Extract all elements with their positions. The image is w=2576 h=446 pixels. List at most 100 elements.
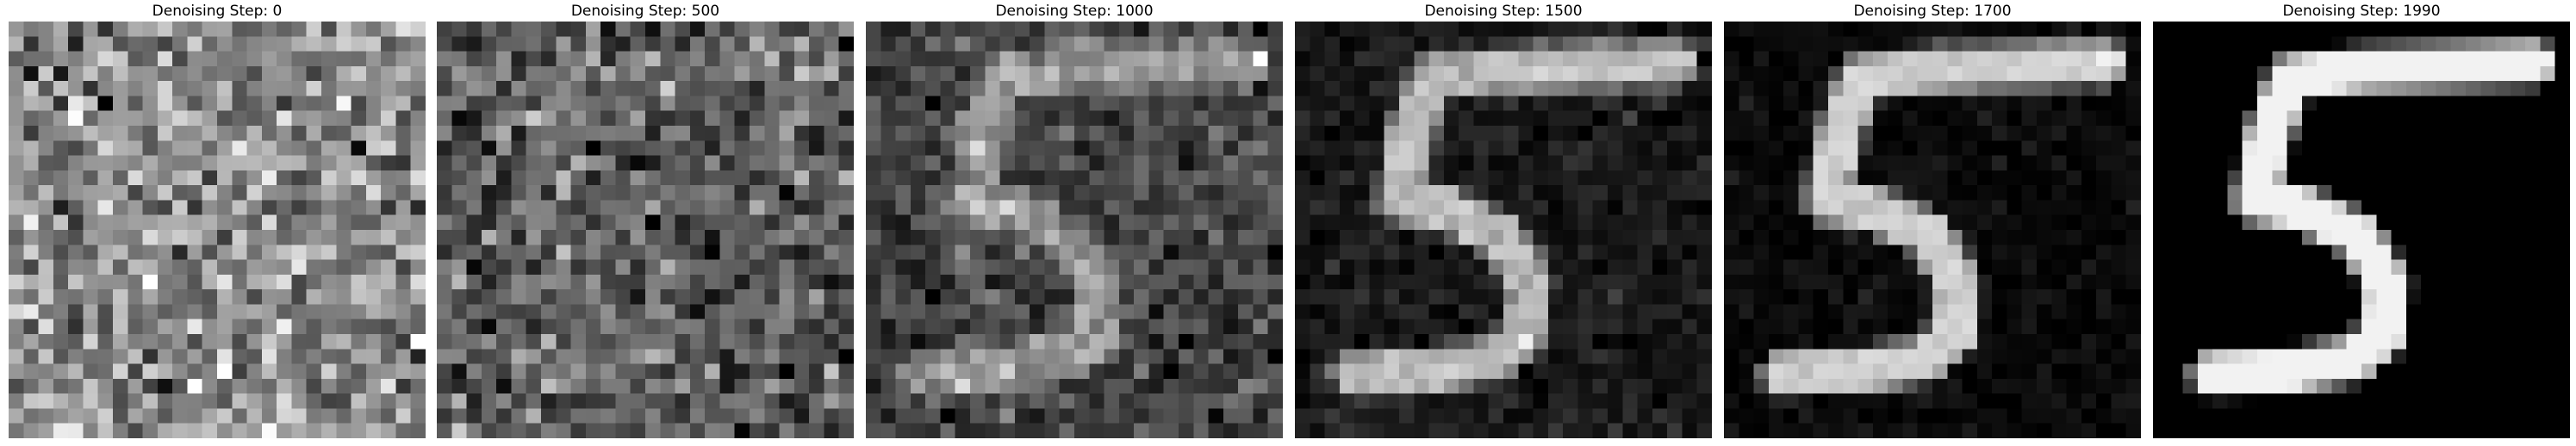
pixel (838, 110, 854, 127)
pixel (1533, 378, 1549, 394)
pixel (1473, 408, 1490, 424)
pixel (2096, 289, 2112, 305)
pixel (1917, 170, 1933, 186)
pixel (2007, 349, 2023, 364)
pixel (1888, 214, 1903, 231)
pixel (645, 245, 661, 260)
pixel (1857, 349, 1874, 364)
pixel (585, 185, 601, 201)
pixel (232, 81, 247, 96)
pixel (2554, 408, 2570, 424)
pixel (2066, 126, 2082, 141)
pixel (83, 65, 99, 82)
pixel (734, 393, 750, 409)
pixel (1753, 393, 1770, 409)
pixel (336, 65, 352, 82)
pixel (1577, 378, 1594, 394)
pixel (880, 51, 896, 67)
pixel (2376, 319, 2392, 335)
pixel (719, 245, 736, 260)
pixel (395, 378, 412, 394)
pixel (779, 65, 795, 82)
pixel (2242, 110, 2258, 127)
pixel (2037, 408, 2052, 424)
pixel (2125, 289, 2141, 305)
pixel (187, 170, 203, 186)
pixel (955, 36, 971, 52)
pixel (809, 65, 824, 82)
pixel (2466, 214, 2481, 231)
pixel (1253, 259, 1269, 276)
pixel (1339, 408, 1355, 424)
pixel (955, 259, 971, 276)
pixel (1753, 155, 1770, 171)
pixel (2051, 408, 2067, 424)
pixel (630, 230, 646, 245)
pixel (38, 155, 54, 171)
pixel (2066, 319, 2082, 335)
pixel (838, 51, 854, 67)
pixel (232, 245, 247, 260)
pixel (2066, 349, 2082, 364)
pixel (2301, 423, 2318, 438)
pixel (2554, 126, 2570, 141)
pixel (187, 110, 203, 127)
pixel (2272, 36, 2287, 52)
pixel (1459, 185, 1474, 201)
pixel (2007, 334, 2023, 350)
pixel (955, 214, 971, 231)
pixel (985, 65, 1000, 82)
pixel (600, 170, 616, 186)
pixel (2257, 22, 2273, 37)
pixel (719, 51, 736, 67)
pixel (2436, 185, 2452, 201)
pixel (2361, 363, 2377, 380)
pixel (1724, 140, 1739, 156)
pixel (880, 65, 896, 82)
pixel (1739, 22, 1754, 37)
pixel (2051, 96, 2067, 112)
pixel (734, 259, 750, 276)
pixel (246, 22, 263, 37)
pixel (526, 289, 542, 305)
pixel (585, 408, 601, 424)
pixel (1253, 110, 1269, 127)
pixel (675, 319, 691, 335)
pixel (1414, 81, 1429, 96)
pixel (1592, 65, 1608, 82)
pixel (128, 140, 143, 156)
pixel (1443, 274, 1459, 290)
pixel (719, 155, 736, 171)
pixel (410, 289, 426, 305)
pixel (910, 408, 926, 424)
pixel (1637, 274, 1653, 290)
pixel (1652, 51, 1668, 67)
pixel (172, 245, 188, 260)
pixel (2081, 65, 2097, 82)
pixel (2066, 423, 2082, 438)
pixel (1030, 274, 1045, 290)
pixel (246, 423, 263, 438)
pixel (940, 65, 956, 82)
pixel (1932, 393, 1948, 409)
pixel (838, 96, 854, 112)
pixel (2021, 96, 2038, 112)
pixel (68, 65, 84, 82)
pixel (23, 230, 39, 245)
pixel (1962, 185, 1978, 201)
pixel (570, 36, 587, 52)
pixel (1253, 22, 1269, 37)
pixel (1014, 155, 1030, 171)
pixel (1104, 22, 1120, 37)
pixel (2525, 363, 2541, 380)
pixel (1872, 230, 1888, 245)
pixel (1577, 110, 1594, 127)
pixel (910, 259, 926, 276)
pixel (365, 51, 382, 67)
pixel (1563, 378, 1578, 394)
pixel (1753, 423, 1770, 438)
pixel (1667, 245, 1683, 260)
pixel (866, 393, 881, 409)
pixel (1148, 185, 1165, 201)
pixel (157, 393, 173, 409)
